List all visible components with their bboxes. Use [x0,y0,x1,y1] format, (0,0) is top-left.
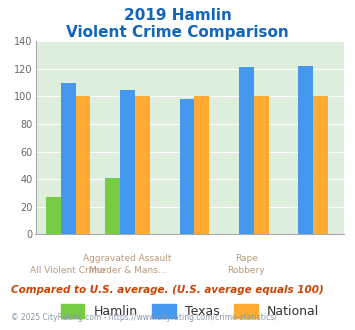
Text: 2019 Hamlin: 2019 Hamlin [124,8,231,23]
Text: Compared to U.S. average. (U.S. average equals 100): Compared to U.S. average. (U.S. average … [11,285,323,295]
Bar [254,96,269,234]
Text: Aggravated Assault: Aggravated Assault [83,254,172,263]
Bar [239,67,254,234]
Bar [46,197,61,234]
Bar [61,82,76,234]
Legend: Hamlin, Texas, National: Hamlin, Texas, National [61,304,319,318]
Text: © 2025 CityRating.com - https://www.cityrating.com/crime-statistics/: © 2025 CityRating.com - https://www.city… [11,314,277,322]
Bar [298,66,313,234]
Bar [180,99,195,234]
Text: Murder & Mans...: Murder & Mans... [89,266,166,275]
Bar [105,178,120,234]
Bar [120,89,135,234]
Bar [76,96,91,234]
Bar [135,96,150,234]
Text: Rape: Rape [235,254,258,263]
Bar [195,96,209,234]
Bar [313,96,328,234]
Text: All Violent Crime: All Violent Crime [30,266,106,275]
Text: Violent Crime Comparison: Violent Crime Comparison [66,25,289,40]
Text: Robbery: Robbery [228,266,265,275]
